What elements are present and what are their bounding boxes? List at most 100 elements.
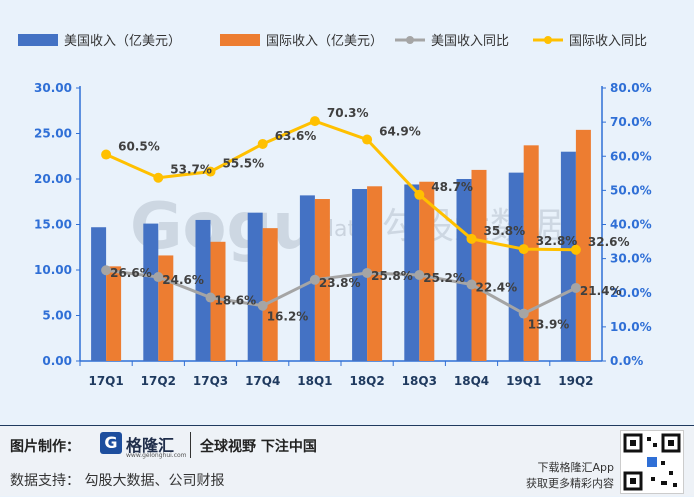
data-label-intl-yoy: 35.8% — [484, 224, 526, 238]
point-intl-yoy — [466, 233, 477, 244]
bar-us — [195, 219, 211, 361]
point-us-yoy — [205, 292, 216, 303]
data-label-us-yoy: 24.6% — [162, 273, 204, 287]
point-intl-yoy — [414, 189, 425, 200]
data-label-intl-yoy: 53.7% — [170, 163, 212, 177]
point-intl-yoy — [153, 172, 164, 183]
brand-logo-icon — [100, 432, 122, 454]
footer-divider — [0, 425, 694, 426]
legend-marker — [406, 36, 414, 44]
point-us-yoy — [570, 282, 581, 293]
point-us-yoy — [466, 279, 477, 290]
x-tick-label: 18Q4 — [454, 374, 489, 388]
bar-us — [143, 223, 159, 361]
bar-us — [247, 212, 263, 361]
bar-intl — [106, 266, 122, 361]
point-intl-yoy — [518, 244, 529, 255]
right-tick-label: 80.0% — [610, 81, 652, 95]
data-label-us-yoy: 22.4% — [476, 281, 518, 295]
point-intl-yoy — [205, 166, 216, 177]
x-tick-label: 19Q2 — [558, 374, 593, 388]
bar-us — [404, 184, 420, 361]
legend-label: 国际收入（亿美元） — [266, 34, 383, 49]
left-tick-label: 0.00 — [42, 354, 72, 368]
qr-code-icon[interactable] — [620, 430, 684, 494]
app-promo-line1: 下载格隆汇App — [537, 461, 615, 474]
left-tick-label: 10.00 — [34, 263, 72, 277]
data-label-intl-yoy: 64.9% — [379, 125, 421, 139]
right-tick-label: 30.0% — [610, 252, 652, 266]
data-source: 数据支持： 勾股大数据、公司财报 — [10, 473, 225, 489]
data-label-intl-yoy: 63.6% — [275, 129, 317, 143]
app-promo: 下载格隆汇App 获取更多精彩内容 — [526, 460, 614, 492]
data-label-us-yoy: 16.2% — [267, 310, 309, 324]
data-label-intl-yoy: 32.8% — [536, 234, 578, 248]
right-tick-label: 20.0% — [610, 286, 652, 300]
point-us-yoy — [362, 267, 373, 278]
data-label-intl-yoy: 60.5% — [118, 140, 160, 154]
data-label-us-yoy: 23.8% — [319, 276, 361, 290]
credit-label: 图片制作： — [10, 439, 80, 455]
data-label-intl-yoy: 70.3% — [327, 106, 369, 120]
bar-us — [91, 227, 107, 361]
bar-us — [560, 151, 576, 361]
point-us-yoy — [414, 270, 425, 281]
footer-separator — [190, 432, 191, 458]
data-label-intl-yoy: 32.6% — [588, 235, 630, 249]
legend-marker — [544, 36, 552, 44]
right-tick-label: 40.0% — [610, 218, 652, 232]
x-tick-label: 18Q2 — [349, 374, 384, 388]
x-tick-label: 17Q3 — [193, 374, 228, 388]
point-intl-yoy — [362, 134, 373, 145]
bar-intl — [158, 255, 174, 361]
legend-label: 美国收入（亿美元） — [64, 34, 181, 49]
point-intl-yoy — [570, 244, 581, 255]
bar-intl — [419, 181, 435, 361]
legend-label: 国际收入同比 — [569, 34, 647, 49]
legend-swatch — [220, 34, 260, 46]
app-promo-line2: 获取更多精彩内容 — [526, 477, 614, 490]
qr-pattern — [623, 433, 681, 491]
left-tick-label: 15.00 — [34, 218, 72, 232]
x-tick-label: 17Q1 — [88, 374, 123, 388]
legend-label: 美国收入同比 — [431, 34, 509, 49]
x-tick-label: 18Q1 — [297, 374, 332, 388]
bar-us — [456, 179, 472, 361]
right-tick-label: 50.0% — [610, 183, 652, 197]
data-label-intl-yoy: 48.7% — [431, 180, 473, 194]
right-tick-label: 60.0% — [610, 149, 652, 163]
data-label-intl-yoy: 55.5% — [223, 157, 265, 171]
x-tick-label: 17Q2 — [141, 374, 176, 388]
point-us-yoy — [309, 274, 320, 285]
data-label-us-yoy: 13.9% — [528, 318, 570, 332]
line-intl-yoy — [105, 119, 576, 252]
x-tick-label: 17Q4 — [245, 374, 280, 388]
x-tick-label: 19Q1 — [506, 374, 541, 388]
bar-intl — [210, 241, 226, 361]
bar-intl — [575, 129, 591, 361]
line-us-yoy — [105, 268, 577, 316]
right-tick-label: 10.0% — [610, 320, 652, 334]
legend-swatch — [18, 34, 58, 46]
left-tick-label: 30.00 — [34, 81, 72, 95]
x-tick-label: 18Q3 — [402, 374, 437, 388]
data-label-us-yoy: 25.2% — [423, 271, 465, 285]
slogan: 全球视野 下注中国 — [200, 439, 317, 455]
brand-url: www.gelonghui.com — [126, 452, 187, 459]
point-intl-yoy — [101, 149, 112, 160]
brand-name: 格隆汇 — [126, 436, 175, 455]
left-tick-label: 5.00 — [42, 309, 72, 323]
bar-us — [299, 195, 315, 361]
left-tick-label: 20.00 — [34, 172, 72, 186]
bar-intl — [471, 169, 487, 361]
data-label-us-yoy: 18.6% — [215, 294, 257, 308]
data-label-us-yoy: 25.8% — [371, 269, 413, 283]
left-tick-label: 25.00 — [34, 127, 72, 141]
chart: Gogudata勾股大数据0.005.0010.0015.0020.0025.0… — [18, 34, 652, 388]
data-label-us-yoy: 26.6% — [110, 266, 152, 280]
data-label-us-yoy: 21.4% — [580, 284, 622, 298]
point-intl-yoy — [309, 116, 320, 127]
point-us-yoy — [518, 308, 529, 319]
bar-us — [508, 172, 524, 361]
